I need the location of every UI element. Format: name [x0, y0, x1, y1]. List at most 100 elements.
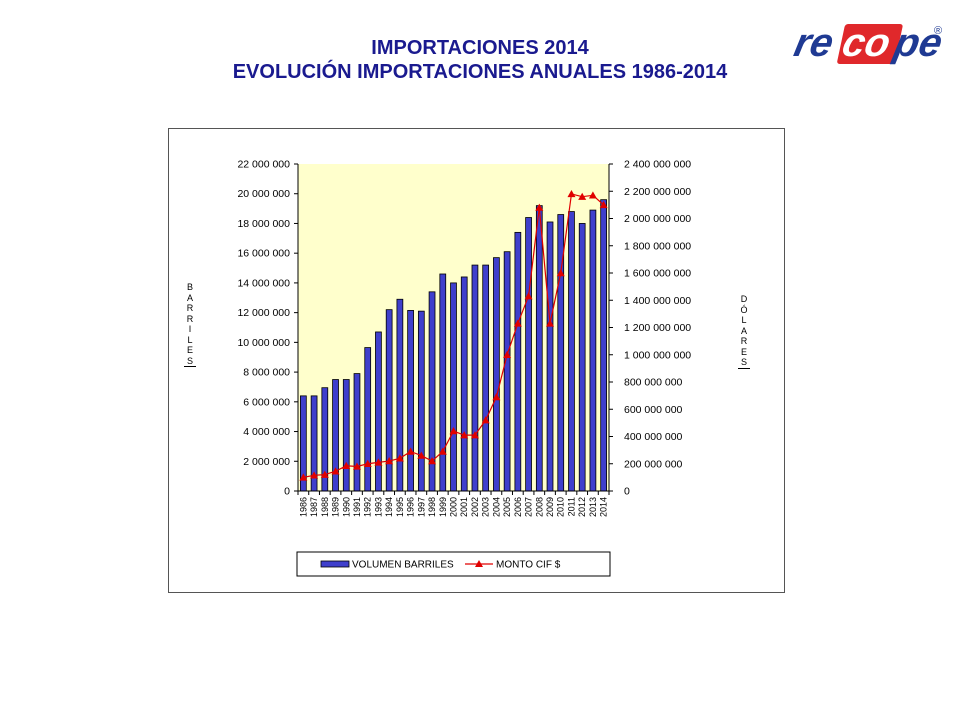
y-tick-label-left: 22 000 000 [237, 159, 290, 171]
line-point-1993 [374, 458, 383, 466]
y-tick-label-left: 6 000 000 [243, 396, 290, 408]
x-tick-label: 2002 [470, 497, 480, 517]
x-tick-label: 1998 [427, 497, 437, 517]
bar-2009 [546, 221, 554, 492]
y-tick-label-right: 600 000 000 [624, 404, 683, 416]
legend-swatch-monto-marker [475, 560, 483, 567]
line-point-1999 [438, 447, 447, 455]
legend-label-monto: MONTO CIF $ [496, 560, 561, 571]
y-tick-label-right: 2 200 000 000 [624, 186, 691, 198]
x-tick-label: 2005 [502, 497, 512, 517]
y-tick-label-right: 800 000 000 [624, 377, 683, 389]
logo-registered: ® [934, 25, 942, 37]
line-point-1990 [342, 461, 351, 469]
y-tick-label-right: 2 000 000 000 [624, 213, 691, 225]
bar-1991 [353, 373, 361, 492]
bar-2011 [568, 211, 575, 492]
bar-2004 [493, 257, 500, 492]
line-point-2010 [556, 269, 565, 277]
y-tick-label-left: 10 000 000 [237, 337, 290, 349]
line-point-1994 [385, 457, 394, 465]
x-tick-label: 2007 [524, 497, 534, 517]
x-tick-label: 2010 [556, 497, 566, 517]
y-tick-label-right: 1 400 000 000 [624, 295, 691, 307]
line-point-1997 [417, 451, 426, 459]
page-subtitle: EVOLUCIÓN IMPORTACIONES ANUALES 1986-201… [232, 61, 728, 83]
y-tick-label-left: 20 000 000 [237, 188, 290, 200]
bar-2000 [450, 282, 457, 492]
x-tick-label: 1999 [438, 497, 448, 517]
y-tick-label-right: 1 600 000 000 [624, 268, 691, 280]
x-tick-label: 2011 [566, 497, 576, 516]
x-tick-label: 1990 [341, 497, 351, 517]
x-tick-label: 2003 [481, 497, 491, 517]
bar-2007 [525, 217, 532, 492]
x-tick-label: 1991 [352, 497, 362, 517]
x-tick-label: 2009 [545, 497, 555, 517]
y-tick-label-left: 12 000 000 [237, 307, 290, 319]
legend-swatch-volumen [320, 560, 350, 568]
bar-1990 [342, 379, 350, 492]
line-point-1992 [363, 459, 372, 467]
y-tick-label-left: 8 000 000 [243, 367, 290, 379]
x-tick-label: 2014 [599, 497, 609, 517]
page-title: IMPORTACIONES 2014 [371, 37, 589, 59]
x-tick-label: 2000 [449, 497, 459, 517]
bar-2012 [578, 223, 586, 492]
bar-2003 [482, 264, 490, 492]
x-tick-label: 2006 [513, 497, 523, 517]
line-point-1988 [320, 470, 329, 478]
bar-2008 [535, 205, 543, 492]
x-tick-label: 2012 [577, 497, 587, 517]
x-tick-label: 1995 [395, 497, 405, 517]
line-point-2006 [513, 319, 522, 327]
bar-1992 [364, 347, 372, 492]
bar-2005 [503, 251, 511, 492]
line-point-1991 [352, 462, 361, 470]
x-tick-label: 1989 [331, 497, 341, 517]
y-tick-label-left: 14 000 000 [237, 277, 290, 289]
line-point-2008 [535, 203, 544, 211]
x-tick-label: 1994 [384, 497, 394, 517]
bar-2013 [589, 209, 597, 492]
x-tick-label: 1992 [363, 497, 373, 517]
line-point-2005 [503, 350, 512, 358]
bar-1999 [439, 273, 447, 492]
chart-frame: 0 2 000 000 4 000 000 6 000 000 8 000 000 10 … [168, 128, 785, 593]
line-point-2002 [470, 431, 479, 439]
line-point-1987 [310, 471, 319, 479]
x-tick-label: 1988 [320, 497, 330, 517]
y-tick-label-right: 200 000 000 [624, 458, 683, 470]
line-point-2007 [524, 292, 533, 300]
title-block: IMPORTACIONES 2014 EVOLUCIÓN IMPORTACION… [0, 36, 960, 84]
combo-chart: 0 2 000 000 4 000 000 6 000 000 8 000 000 10 … [237, 159, 691, 577]
bar-2014 [600, 199, 607, 492]
y-tick-label-right: 400 000 000 [624, 431, 683, 443]
line-point-1986 [299, 473, 308, 481]
line-point-2013 [588, 191, 597, 199]
y-tick-label-right: 2 400 000 000 [624, 159, 691, 171]
y-tick-label-right: 0 [624, 486, 630, 498]
y-tick-label-left: 16 000 000 [237, 248, 290, 260]
x-tick-label: 1996 [406, 497, 416, 517]
y-tick-label-left: 18 000 000 [237, 218, 290, 230]
y-tick-label-left: 4 000 000 [243, 426, 290, 438]
bar-1996 [407, 310, 414, 492]
x-tick-label: 2001 [459, 497, 469, 517]
x-tick-label: 1987 [309, 497, 319, 517]
line-point-2000 [449, 427, 458, 435]
y-tick-label-right: 1 800 000 000 [624, 240, 691, 252]
line-point-2001 [460, 431, 469, 439]
y-tick-label-right: 1 200 000 000 [624, 322, 691, 334]
bar-1995 [396, 298, 404, 492]
line-point-2011 [567, 189, 576, 198]
y-tick-label-left: 2 000 000 [243, 456, 290, 468]
logo-text-mid: co [838, 20, 894, 65]
legend [296, 551, 611, 577]
line-point-2014 [599, 200, 608, 209]
x-tick-label: 1986 [298, 497, 308, 517]
y-tick-label-right: 1 000 000 000 [624, 349, 691, 361]
bar-1993 [375, 331, 382, 492]
